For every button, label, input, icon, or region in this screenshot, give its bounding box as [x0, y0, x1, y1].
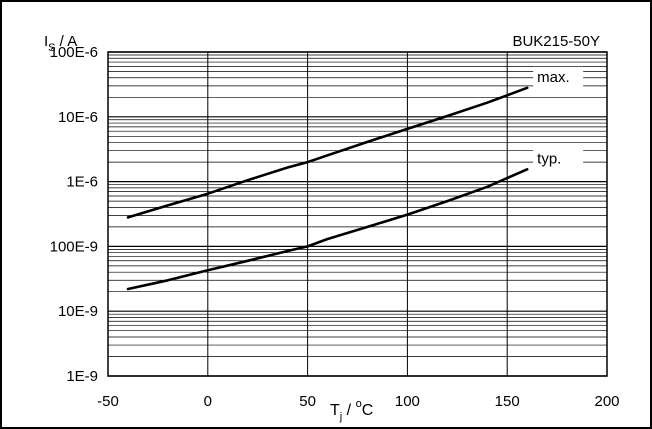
x-axis-label: Tj / oC [330, 398, 373, 423]
y-axis-label: IS / A [44, 33, 77, 54]
series-label-background [533, 148, 584, 169]
series-label-background [533, 66, 584, 87]
series-label: max. [537, 69, 570, 86]
x-tick-label: -50 [97, 393, 119, 410]
series-line-max [126, 86, 529, 219]
plot-area-border [107, 51, 608, 377]
x-tick-label: 100 [395, 393, 420, 410]
y-tick-label: 10E-6 [58, 109, 98, 126]
x-tick-label: 0 [204, 393, 212, 410]
y-tick-label: 1E-6 [66, 174, 98, 191]
x-tick-label: 150 [495, 393, 520, 410]
y-tick-label: 10E-9 [58, 303, 98, 320]
chart-title: BUK215-50Y [512, 33, 600, 50]
y-tick-label: 100E-9 [50, 238, 98, 255]
series-label: typ. [537, 150, 561, 167]
series-line-typ [126, 168, 529, 291]
y-tick-label: 1E-9 [66, 368, 98, 385]
tick-labels: -50 0 50 100 150 200 1E-9 10E-9 100E-9 1E-6 10E-6 1… [50, 44, 620, 410]
x-tick-label: 50 [299, 393, 316, 410]
x-tick-label: 200 [594, 393, 619, 410]
y-tick-label: 100E-6 [50, 44, 98, 61]
series-layer: max. typ. [126, 66, 584, 291]
